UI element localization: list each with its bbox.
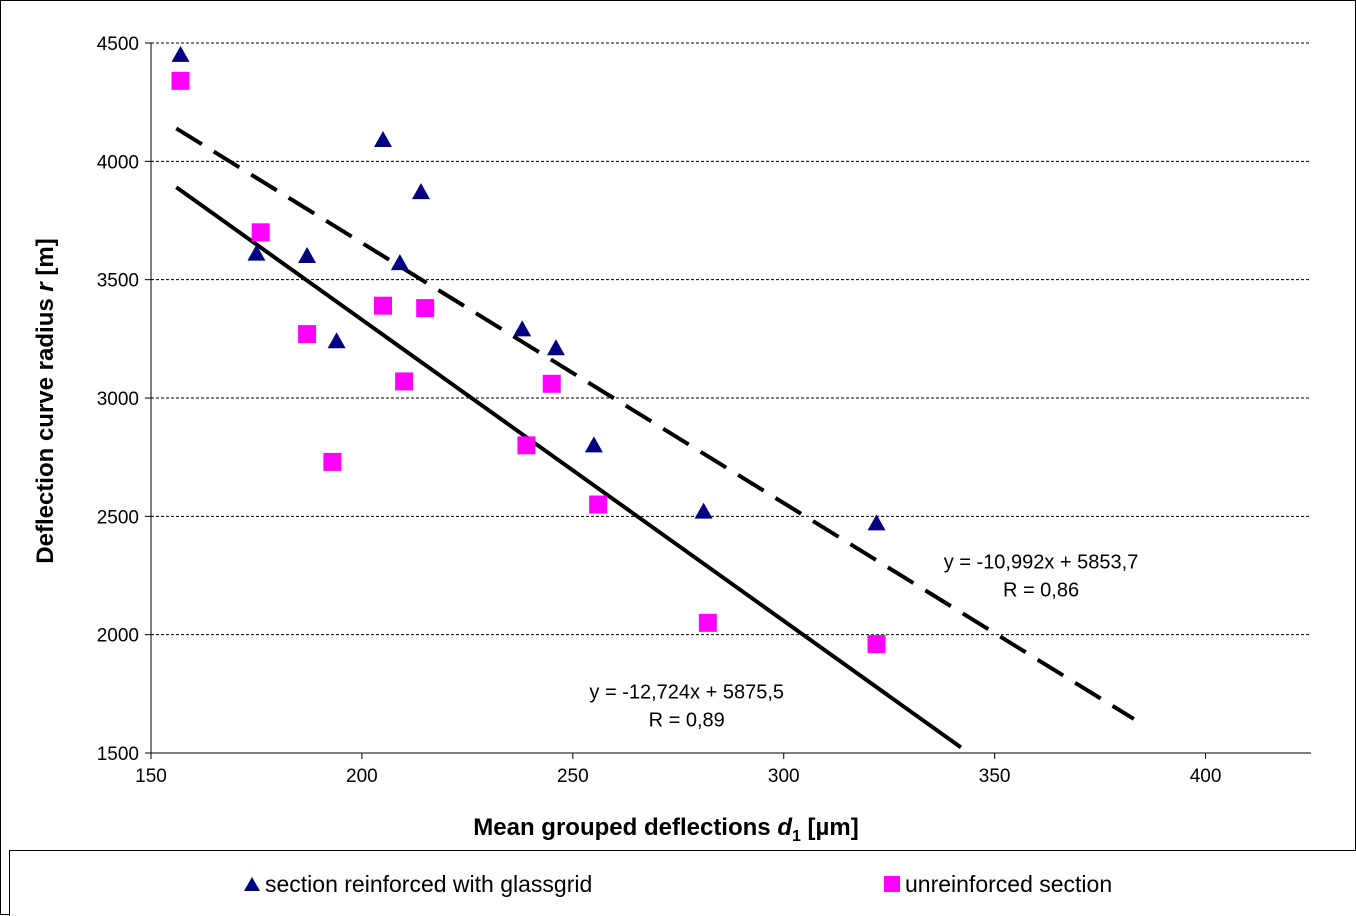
y-tick-label: 1500 xyxy=(97,744,139,765)
legend-item-reinforced: section reinforced with glassgrid xyxy=(243,871,592,897)
trendline-solid xyxy=(175,185,963,749)
data-points xyxy=(171,45,886,654)
triangle-point xyxy=(247,244,266,261)
triangle-point xyxy=(411,183,430,200)
y-tick-label: 3000 xyxy=(97,389,139,410)
x-tick-label: 400 xyxy=(1190,766,1222,787)
x-tick-label: 350 xyxy=(979,766,1011,787)
square-point xyxy=(323,452,342,471)
x-axis-title: Mean grouped deflections d1 [µm] xyxy=(473,814,858,845)
square-point xyxy=(416,299,435,318)
square-point xyxy=(589,495,608,514)
triangle-point xyxy=(867,514,886,531)
y-tick-label: 4500 xyxy=(97,34,139,55)
triangle-point xyxy=(390,254,409,271)
trendline-dashed xyxy=(175,126,1135,721)
legend-label-reinforced: section reinforced with glassgrid xyxy=(265,870,593,897)
square-point xyxy=(867,635,886,654)
square-point xyxy=(171,71,190,90)
triangle-point xyxy=(298,247,317,263)
legend-item-unreinforced: unreinforced section xyxy=(883,871,1112,897)
x-tick-label: 250 xyxy=(557,766,589,787)
triangle-marker-icon xyxy=(244,877,260,891)
legend: section reinforced with glassgrid unrein… xyxy=(9,850,1356,916)
square-point xyxy=(517,436,536,455)
triangle-point xyxy=(513,320,532,337)
trendlines: y = -10,992x + 5853,7 R = 0,86 y = -12,724… xyxy=(175,126,1139,749)
square-point xyxy=(542,374,561,393)
trendline-equation: y = -12,724x + 5875,5 xyxy=(589,682,784,704)
triangle-point xyxy=(374,131,392,148)
triangle-point xyxy=(171,45,190,62)
triangle-point xyxy=(694,502,713,519)
y-axis-title: Deflection curve radius r [m] xyxy=(32,238,59,563)
axes: 1500 2000 2500 3000 3500 4000 4500 150 200 250 300… xyxy=(97,34,1311,787)
gridlines xyxy=(151,42,1311,636)
trendline-equation: y = -10,992x + 5853,7 xyxy=(944,551,1139,573)
axis-titles: Mean grouped deflections d1 [µm] Deflecti… xyxy=(32,238,859,845)
x-tick-label: 200 xyxy=(346,766,378,787)
square-point xyxy=(698,613,717,632)
y-tick-label: 2500 xyxy=(97,507,139,528)
trendline-r-value: R = 0,86 xyxy=(1003,579,1079,601)
square-point xyxy=(374,296,392,315)
legend-label-unreinforced: unreinforced section xyxy=(905,870,1113,897)
x-tick-label: 300 xyxy=(768,766,800,787)
y-tick-label: 2000 xyxy=(97,626,139,647)
square-point xyxy=(251,223,270,242)
triangle-point xyxy=(327,332,346,349)
trendline-r-value: R = 0,89 xyxy=(649,710,725,732)
y-tick-label: 3500 xyxy=(97,271,139,292)
y-tick-label: 4000 xyxy=(97,152,139,173)
square-point xyxy=(298,325,317,344)
triangle-point xyxy=(546,339,565,356)
square-point xyxy=(395,372,414,391)
triangle-point xyxy=(584,436,603,453)
square-marker-icon xyxy=(884,876,900,892)
x-tick-label: 150 xyxy=(135,766,167,787)
